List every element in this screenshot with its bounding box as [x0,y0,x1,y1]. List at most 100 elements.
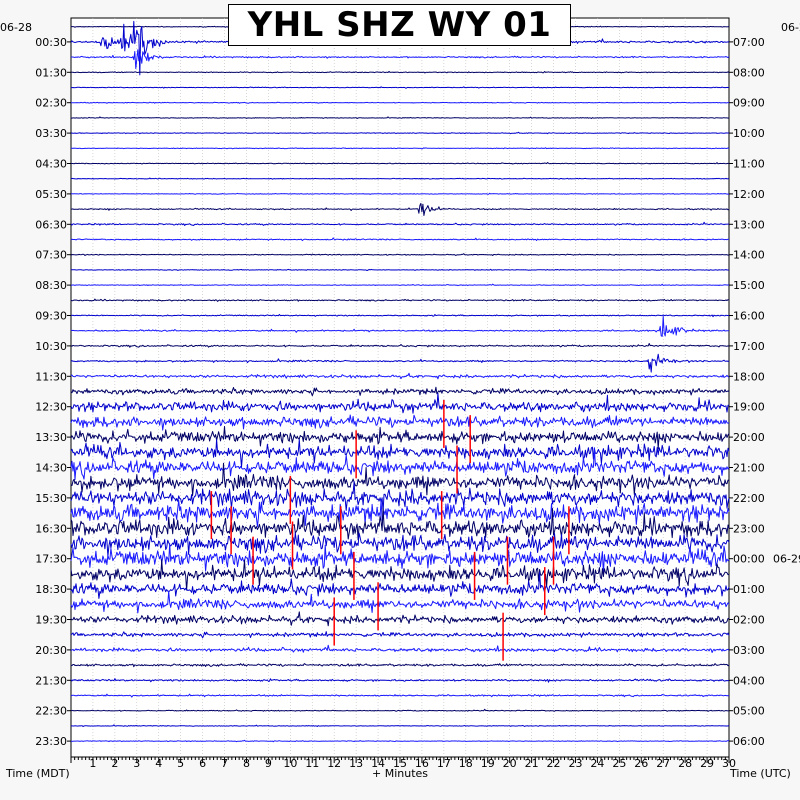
minute-tick-label: 26 [634,757,648,770]
trace-47 [71,724,730,727]
left-time-label: 18:30 [35,583,67,596]
left-time-label: 07:30 [35,249,67,262]
right-time-label: 09:00 [733,97,765,110]
left-time-label: 06:30 [35,218,67,231]
trace-48 [70,739,730,743]
right-time-label: 01:00 [733,583,765,596]
right-time-label: 06:00 [733,735,765,748]
trace-21 [70,315,730,337]
left-time-label: 14:30 [35,462,67,475]
trace-15 [70,237,729,242]
minute-tick-label: 12 [327,757,341,770]
minute-tick-label: 21 [525,757,539,770]
right-time-label: 20:00 [733,431,765,444]
right-time-label: 04:00 [733,674,765,687]
trace-13 [71,202,730,216]
trace-20 [70,313,729,318]
minute-tick-label: 3 [133,757,140,770]
left-time-label: 08:30 [35,279,67,292]
right-time-label: 03:00 [733,644,765,657]
left-time-label: 09:30 [35,310,67,323]
trace-35 [70,532,730,557]
left-time-label: 00:30 [35,36,67,49]
trace-40 [70,611,730,627]
right-time-label: 13:00 [733,218,765,231]
left-time-label: 16:30 [35,522,67,535]
minute-tick-label: 5 [177,757,184,770]
minute-tick-label: 16 [415,757,429,770]
left-time-label: 13:30 [35,431,67,444]
left-time-label: 11:30 [35,370,67,383]
left-time-label: 03:30 [35,127,67,140]
right-time-label: 08:00 [733,66,765,79]
trace-37 [70,559,730,591]
trace-6 [71,101,730,104]
trace-30 [70,447,730,481]
right-time-label: 21:00 [733,462,765,475]
trace-33 [70,499,730,528]
minute-tick-label: 2 [111,757,118,770]
minute-tick-label: 27 [656,757,670,770]
left-time-label: 10:30 [35,340,67,353]
trace-12 [70,192,730,195]
minute-tick-label: 6 [199,757,206,770]
right-time-label: 16:00 [733,310,765,323]
left-time-label: 23:30 [35,735,67,748]
left-time-label: 02:30 [35,97,67,110]
left-time-label: 04:30 [35,158,67,171]
minute-tick-label: 30 [722,757,736,770]
minute-tick-label: 20 [503,757,517,770]
left-axis-title: Time (MDT) [6,767,70,780]
day-change-label: 06-29 [773,553,800,566]
right-time-label: 00:00 [733,553,765,566]
right-time-label: 05:00 [733,705,765,718]
x-axis-title: + Minutes [372,767,429,780]
trace-45 [70,693,730,698]
minute-tick-label: 1 [89,757,96,770]
left-time-label: 19:30 [35,614,67,627]
minute-tick-label: 10 [283,757,297,770]
right-axis-title: Time (UTC) [730,767,791,780]
trace-42 [70,644,730,653]
trace-4 [70,70,730,74]
trace-18 [71,283,730,287]
left-time-label: 20:30 [35,644,67,657]
trace-22 [70,343,730,348]
minute-tick-label: 25 [612,757,626,770]
trace-38 [70,571,730,599]
trace-36 [70,543,730,576]
left-time-label: 21:30 [35,674,67,687]
right-date-label: 06-29 [781,21,800,34]
station-title-box: YHL SHZ WY 01 [228,4,571,46]
minute-tick-label: 11 [305,757,319,770]
left-time-label: 05:30 [35,188,67,201]
left-time-label: 15:30 [35,492,67,505]
right-time-label: 02:00 [733,614,765,627]
trace-24 [70,372,730,380]
minute-tick-label: 22 [547,757,561,770]
trace-26 [70,392,730,414]
trace-11 [70,177,730,180]
trace-32 [70,481,730,513]
trace-16 [70,253,730,256]
trace-17 [71,268,729,271]
left-time-label: 12:30 [35,401,67,414]
minute-tick-label: 28 [678,757,692,770]
right-time-label: 07:00 [733,36,765,49]
left-time-label: 01:30 [35,66,67,79]
trace-39 [70,590,730,614]
trace-41 [70,631,730,639]
trace-43 [70,663,730,668]
trace-19 [70,298,730,302]
trace-29 [70,438,730,468]
left-time-label: 17:30 [35,553,67,566]
minute-tick-label: 29 [700,757,714,770]
right-time-label: 19:00 [733,401,765,414]
right-time-label: 10:00 [733,127,765,140]
trace-23 [70,353,730,373]
trace-31 [70,462,730,497]
trace-3 [70,49,730,70]
trace-25 [70,386,730,397]
minute-tick-label: 17 [437,757,451,770]
